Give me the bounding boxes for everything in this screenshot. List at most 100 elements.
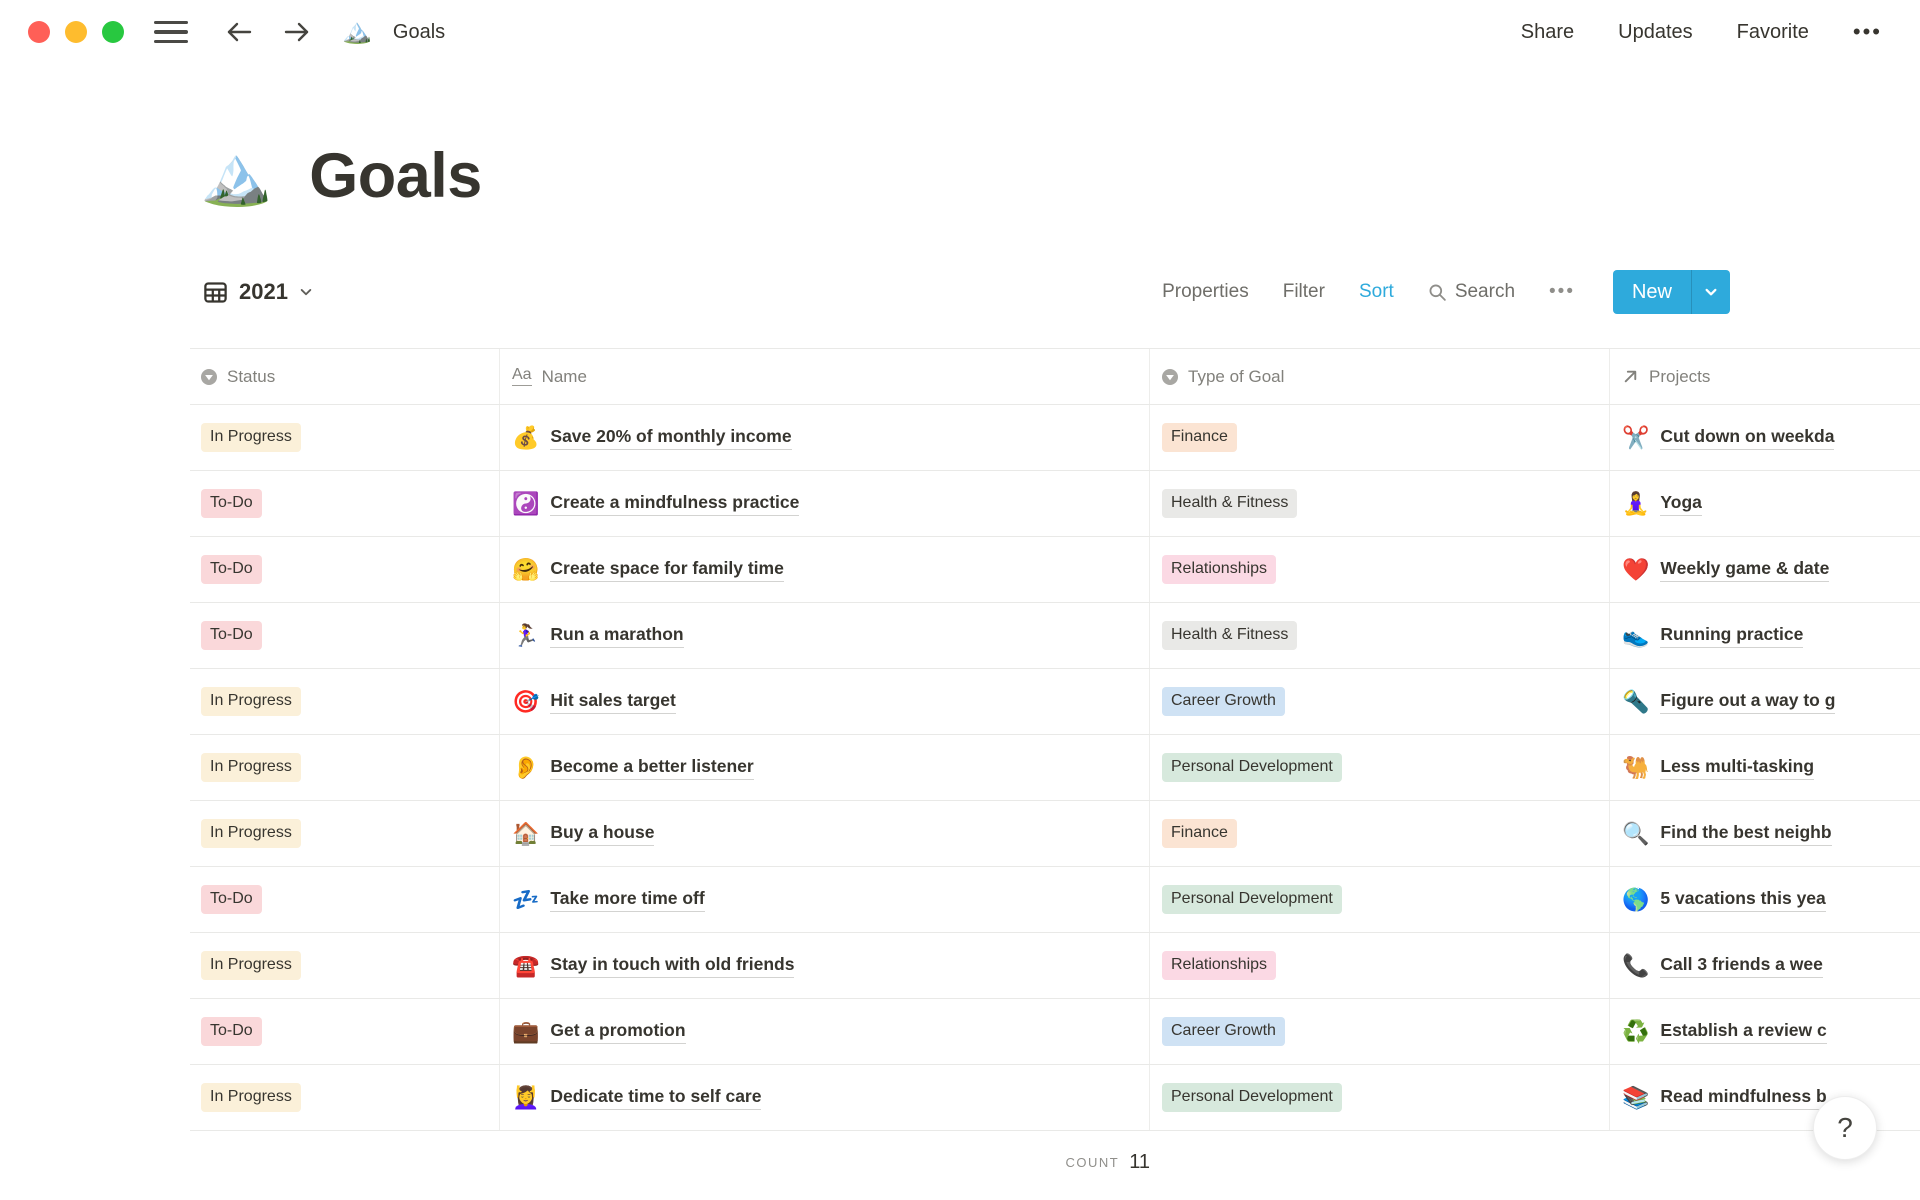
table-row[interactable]: To-Do 💼 Get a promotion Career Growth ♻️… — [190, 999, 1920, 1065]
goal-type-badge[interactable]: Relationships — [1162, 951, 1277, 980]
table-row[interactable]: In Progress 💰 Save 20% of monthly income… — [190, 405, 1920, 471]
favorite-button[interactable]: Favorite — [1736, 20, 1809, 43]
forward-icon[interactable] — [280, 16, 314, 48]
goal-name-link[interactable]: Buy a house — [550, 822, 655, 846]
goal-name-link[interactable]: Hit sales target — [550, 690, 676, 714]
table-row[interactable]: In Progress 👂 Become a better listener P… — [190, 735, 1920, 801]
project-link[interactable]: Weekly game & date — [1660, 558, 1830, 582]
goal-type-badge[interactable]: Personal Development — [1162, 1083, 1342, 1112]
project-link[interactable]: Yoga — [1660, 492, 1702, 516]
goal-type-badge[interactable]: Finance — [1162, 819, 1237, 848]
goal-name-link[interactable]: Dedicate time to self care — [550, 1086, 762, 1110]
project-emoji-icon: 👟 — [1622, 622, 1650, 648]
status-badge[interactable]: In Progress — [201, 819, 301, 848]
goal-name-link[interactable]: Become a better listener — [550, 756, 754, 780]
goal-name-link[interactable]: Stay in touch with old friends — [550, 954, 795, 978]
minimize-window-button[interactable] — [65, 21, 87, 43]
count-label: COUNT — [1065, 1154, 1120, 1170]
zoom-window-button[interactable] — [102, 21, 124, 43]
sidebar-menu-icon[interactable] — [154, 20, 188, 44]
status-badge[interactable]: In Progress — [201, 753, 301, 782]
goal-emoji-icon: 🤗 — [512, 556, 540, 582]
status-badge[interactable]: In Progress — [201, 1083, 301, 1112]
table-row[interactable]: In Progress 🏠 Buy a house Finance 🔍 Find… — [190, 801, 1920, 867]
goal-emoji-icon: 💤 — [512, 886, 540, 912]
search-button[interactable]: Search — [1428, 281, 1515, 303]
table-row[interactable]: To-Do 🤗 Create space for family time Rel… — [190, 537, 1920, 603]
status-badge[interactable]: In Progress — [201, 951, 301, 980]
status-badge[interactable]: In Progress — [201, 423, 301, 452]
project-link[interactable]: Figure out a way to g — [1660, 690, 1836, 714]
goal-type-badge[interactable]: Health & Fitness — [1162, 489, 1298, 518]
table-body: In Progress 💰 Save 20% of monthly income… — [190, 405, 1920, 1131]
project-link[interactable]: Establish a review c — [1660, 1020, 1827, 1044]
status-badge[interactable]: To-Do — [201, 621, 262, 650]
breadcrumb[interactable]: 🏔️ Goals — [342, 20, 445, 44]
project-link[interactable]: 5 vacations this yea — [1660, 888, 1826, 912]
table-footer[interactable]: COUNT 11 — [190, 1131, 1150, 1193]
goal-name-link[interactable]: Create a mindfulness practice — [550, 492, 800, 516]
goal-name-link[interactable]: Save 20% of monthly income — [550, 426, 792, 450]
goal-emoji-icon: 💼 — [512, 1018, 540, 1044]
table-header-row: Status Aa Name Type of Goal Projects — [190, 348, 1920, 405]
status-badge[interactable]: In Progress — [201, 687, 301, 716]
table-row[interactable]: In Progress 💆‍♀️ Dedicate time to self c… — [190, 1065, 1920, 1131]
table-row[interactable]: To-Do 💤 Take more time off Personal Deve… — [190, 867, 1920, 933]
view-name[interactable]: 2021 — [239, 279, 288, 304]
new-button-label[interactable]: New — [1631, 280, 1672, 303]
status-badge[interactable]: To-Do — [201, 1017, 262, 1046]
project-link[interactable]: Running practice — [1660, 624, 1804, 648]
table-row[interactable]: To-Do ☯️ Create a mindfulness practice H… — [190, 471, 1920, 537]
goal-type-badge[interactable]: Personal Development — [1162, 885, 1342, 914]
goal-name-link[interactable]: Run a marathon — [550, 624, 684, 648]
project-link[interactable]: Less multi-tasking — [1660, 756, 1815, 780]
new-button-divider — [1691, 270, 1692, 314]
view-switcher[interactable]: 2021 — [202, 279, 314, 306]
goal-name-link[interactable]: Create space for family time — [550, 558, 784, 582]
view-options-icon[interactable]: ••• — [1549, 281, 1575, 303]
project-link[interactable]: Cut down on weekda — [1660, 426, 1835, 450]
column-header-label: Status — [227, 366, 276, 386]
breadcrumb-title[interactable]: Goals — [392, 20, 446, 43]
goal-type-badge[interactable]: Relationships — [1162, 555, 1277, 584]
project-emoji-icon: 📞 — [1622, 952, 1650, 978]
back-icon[interactable] — [222, 16, 256, 48]
table-row[interactable]: To-Do 🏃‍♀️ Run a marathon Health & Fitne… — [190, 603, 1920, 669]
page-mountain-emoji-icon[interactable]: 🏔️ — [200, 143, 273, 208]
window-titlebar: 🏔️ Goals Share Updates Favorite ••• — [0, 0, 1920, 64]
updates-button[interactable]: Updates — [1618, 20, 1693, 43]
new-button-chevron-icon[interactable] — [1692, 270, 1730, 314]
goal-type-badge[interactable]: Career Growth — [1162, 1017, 1285, 1046]
mountain-emoji-icon: 🏔️ — [342, 18, 372, 45]
project-emoji-icon: ✂️ — [1622, 424, 1650, 450]
status-badge[interactable]: To-Do — [201, 489, 262, 518]
table-row[interactable]: In Progress 🎯 Hit sales target Career Gr… — [190, 669, 1920, 735]
goal-name-link[interactable]: Get a promotion — [550, 1020, 686, 1044]
column-header-type-of-goal[interactable]: Type of Goal — [1150, 349, 1610, 404]
new-button[interactable]: New — [1612, 270, 1730, 314]
column-header-name[interactable]: Aa Name — [500, 349, 1150, 404]
goal-name-link[interactable]: Take more time off — [550, 888, 705, 912]
column-header-status[interactable]: Status — [190, 349, 500, 404]
filter-button[interactable]: Filter — [1282, 281, 1325, 302]
project-emoji-icon: 🐫 — [1622, 754, 1650, 780]
project-link[interactable]: Find the best neighb — [1660, 822, 1832, 846]
goal-type-badge[interactable]: Career Growth — [1162, 687, 1285, 716]
column-header-projects[interactable]: Projects — [1610, 349, 1920, 404]
help-button[interactable]: ? — [1813, 1096, 1877, 1160]
project-link[interactable]: Call 3 friends a wee — [1660, 954, 1823, 978]
goal-emoji-icon: ☎️ — [512, 952, 540, 978]
more-menu-icon[interactable]: ••• — [1852, 19, 1882, 45]
help-question-mark: ? — [1837, 1112, 1853, 1143]
goal-type-badge[interactable]: Health & Fitness — [1162, 621, 1298, 650]
goal-type-badge[interactable]: Finance — [1162, 423, 1237, 452]
status-badge[interactable]: To-Do — [201, 555, 262, 584]
table-row[interactable]: In Progress ☎️ Stay in touch with old fr… — [190, 933, 1920, 999]
goal-type-badge[interactable]: Personal Development — [1162, 753, 1342, 782]
close-window-button[interactable] — [28, 21, 50, 43]
sort-button[interactable]: Sort — [1358, 281, 1394, 302]
status-badge[interactable]: To-Do — [201, 885, 262, 914]
project-link[interactable]: Read mindfulness b — [1660, 1086, 1827, 1110]
share-button[interactable]: Share — [1520, 20, 1575, 43]
properties-button[interactable]: Properties — [1162, 281, 1249, 302]
